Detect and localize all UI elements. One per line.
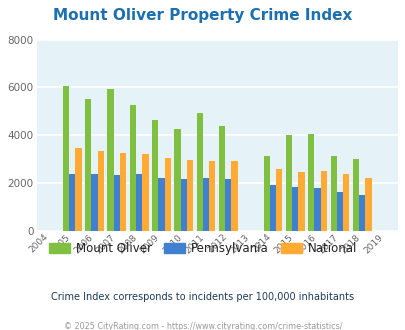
Bar: [352, 159, 358, 231]
Bar: [330, 156, 336, 231]
Text: Crime Index corresponds to incidents per 100,000 inhabitants: Crime Index corresponds to incidents per…: [51, 292, 354, 302]
Bar: [358, 195, 364, 231]
Bar: [63, 86, 69, 231]
Bar: [209, 161, 215, 231]
Bar: [113, 175, 119, 231]
Bar: [342, 174, 348, 231]
Bar: [91, 174, 98, 231]
Bar: [107, 89, 113, 231]
Bar: [180, 179, 186, 231]
Text: © 2025 CityRating.com - https://www.cityrating.com/crime-statistics/: © 2025 CityRating.com - https://www.city…: [64, 322, 341, 330]
Bar: [136, 174, 142, 231]
Bar: [164, 158, 171, 231]
Legend: Mount Oliver, Pennsylvania, National: Mount Oliver, Pennsylvania, National: [44, 237, 361, 260]
Text: Mount Oliver Property Crime Index: Mount Oliver Property Crime Index: [53, 8, 352, 23]
Bar: [69, 174, 75, 231]
Bar: [174, 129, 180, 231]
Bar: [75, 148, 81, 231]
Bar: [364, 178, 371, 231]
Bar: [231, 161, 237, 231]
Bar: [196, 113, 202, 231]
Bar: [263, 156, 269, 231]
Bar: [130, 105, 136, 231]
Bar: [292, 187, 298, 231]
Bar: [285, 135, 292, 231]
Bar: [307, 134, 314, 231]
Bar: [314, 188, 320, 231]
Bar: [202, 178, 209, 231]
Bar: [98, 151, 104, 231]
Bar: [158, 178, 164, 231]
Bar: [119, 152, 126, 231]
Bar: [186, 160, 193, 231]
Bar: [269, 184, 275, 231]
Bar: [142, 154, 148, 231]
Bar: [320, 171, 326, 231]
Bar: [218, 126, 225, 231]
Bar: [85, 99, 91, 231]
Bar: [275, 169, 281, 231]
Bar: [336, 191, 342, 231]
Bar: [298, 172, 304, 231]
Bar: [225, 179, 231, 231]
Bar: [152, 120, 158, 231]
